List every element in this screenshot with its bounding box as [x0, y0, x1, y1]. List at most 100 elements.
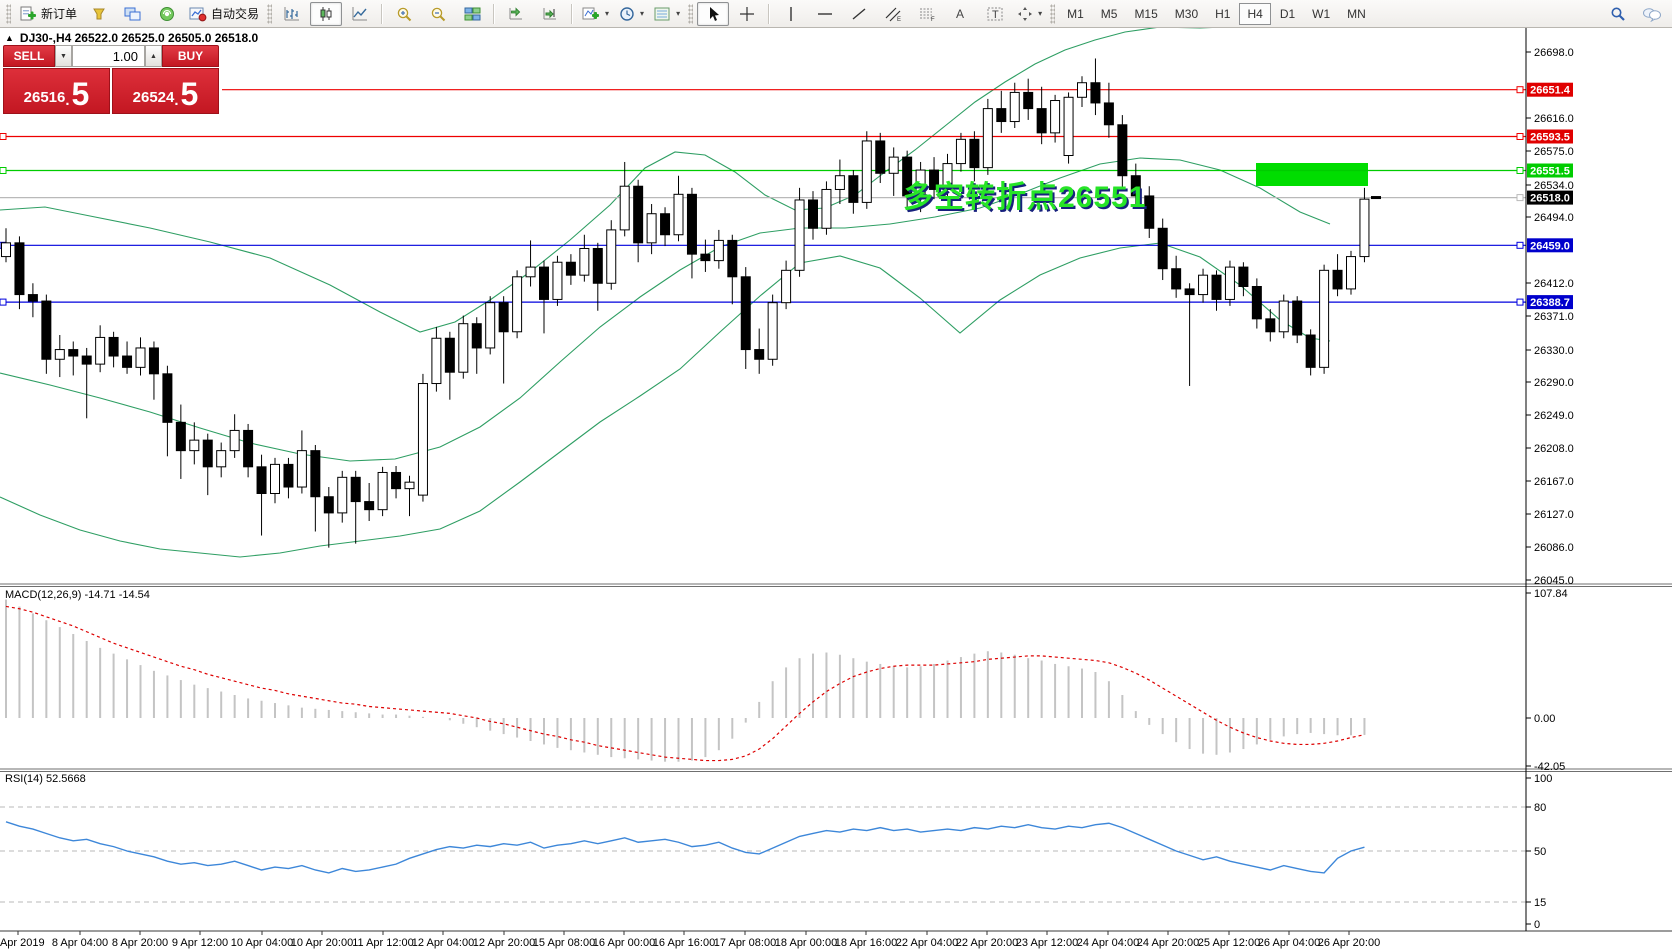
timeframe-button-mn[interactable]: MN	[1347, 6, 1366, 21]
auto-scroll-button[interactable]	[500, 2, 532, 26]
horizontal-line-button[interactable]	[809, 2, 841, 26]
arrows-button[interactable]: ▾	[1013, 2, 1046, 26]
trend-line-button[interactable]	[843, 2, 875, 26]
market-watch-button[interactable]	[117, 2, 149, 26]
green-highlight-box[interactable]	[1256, 163, 1368, 186]
history-center-button[interactable]	[83, 2, 115, 26]
candle	[982, 98, 993, 175]
price-level-badge-text: 26459.0	[1530, 240, 1570, 252]
sell-button[interactable]: SELL	[3, 45, 55, 67]
time-tick-label: 8 Apr 04:00	[52, 937, 108, 949]
text-label-icon: T	[987, 7, 1003, 21]
line-anchor-icon	[1516, 86, 1524, 94]
buy-price-frac: 5	[180, 76, 199, 112]
chat-button[interactable]	[1636, 2, 1668, 26]
crosshair-icon	[740, 6, 755, 21]
equidistant-channel-button[interactable]: E	[877, 2, 909, 26]
candlestick-chart-button[interactable]	[310, 1, 343, 26]
candle	[646, 204, 657, 255]
price-axis[interactable]: 26698.0 26616.0 26575.0 26534.0 26494.0 26412…	[1525, 28, 1574, 931]
candle	[539, 260, 549, 334]
line-anchor-icon	[1516, 167, 1524, 174]
bar-chart-button[interactable]	[276, 2, 308, 26]
price-tick-label: 26371.0	[1534, 311, 1574, 323]
cursor-icon	[710, 6, 720, 21]
connection-button[interactable]	[151, 2, 183, 26]
candle	[216, 442, 227, 478]
candle	[660, 207, 671, 247]
time-tick-label: 22 Apr 04:00	[896, 937, 958, 949]
add-indicator-button[interactable]: ▾	[578, 2, 613, 26]
time-tick-label: 17 Apr 08:00	[714, 937, 776, 949]
cursor-button[interactable]	[697, 1, 730, 26]
price-level-badge	[1527, 82, 1573, 97]
timeframe-button-h1[interactable]: H1	[1215, 6, 1231, 21]
macd-axis-label: 107.84	[1534, 588, 1568, 600]
timeframe-button-h4[interactable]: H4	[1239, 2, 1271, 25]
toolbar-grip[interactable]	[1050, 3, 1056, 24]
svg-text:E: E	[897, 17, 901, 22]
candle	[391, 466, 402, 499]
sell-price-button[interactable]: 26516 . 5	[3, 68, 110, 114]
timeframe-button-m30[interactable]: M30	[1174, 6, 1199, 21]
vertical-line-button[interactable]	[775, 2, 807, 26]
chart-annotation-text[interactable]: 多空转折点26551	[903, 181, 1147, 214]
candle	[767, 294, 778, 366]
volume-input[interactable]: 1.00	[72, 45, 145, 67]
svg-text:F: F	[931, 17, 935, 22]
timeframe-button-w1[interactable]: W1	[1312, 6, 1331, 21]
buy-button[interactable]: BUY	[162, 45, 219, 67]
candle	[1157, 218, 1168, 281]
toolbar-grip[interactable]	[6, 3, 11, 24]
time-tick-label: 18 Apr 00:00	[775, 937, 837, 949]
chart-shift-button[interactable]	[534, 2, 566, 26]
template-button[interactable]: ▾	[650, 2, 684, 26]
text-button[interactable]: A	[945, 2, 977, 26]
candle	[485, 296, 496, 355]
buy-price-main: 26524	[132, 89, 175, 106]
toolbar-grip[interactable]	[688, 3, 694, 24]
volume-increase-button[interactable]: ▲	[145, 45, 162, 67]
time-axis[interactable]: 5 Apr 2019 8 Apr 04:00 8 Apr 20:00 9 Apr 12…	[0, 931, 1380, 949]
macd-signal-line	[5, 605, 1365, 762]
line-chart-button[interactable]	[344, 2, 376, 26]
candles-layer	[1, 58, 1370, 548]
time-tick-label: 10 Apr 20:00	[291, 937, 353, 949]
timeframe-button-m1[interactable]: M1	[1067, 6, 1084, 21]
candle	[754, 328, 765, 374]
candle	[1144, 186, 1155, 238]
buy-price-button[interactable]: 26524 . 5	[112, 68, 219, 114]
auto-trading-button[interactable]: 自动交易	[185, 2, 263, 26]
candle	[955, 132, 966, 172]
fibonacci-button[interactable]: F	[911, 2, 943, 26]
text-label-button[interactable]: T	[979, 2, 1011, 26]
candle	[996, 90, 1007, 133]
crosshair-button[interactable]	[731, 2, 763, 26]
volume-decrease-button[interactable]: ▼	[55, 45, 72, 67]
timeframe-button-m15[interactable]: M15	[1134, 6, 1158, 21]
chart-shift-icon	[543, 7, 556, 19]
collapse-icon[interactable]: ▲	[5, 33, 14, 43]
tile-windows-button[interactable]	[456, 2, 488, 26]
period-button[interactable]: ▾	[615, 2, 648, 26]
price-level-badge	[1527, 295, 1573, 310]
toolbar-grip[interactable]	[267, 3, 273, 24]
tile-windows-icon	[464, 7, 481, 20]
zoom-in-button[interactable]	[388, 2, 420, 26]
timeframe-button-d1[interactable]: D1	[1279, 6, 1296, 21]
candle	[1292, 296, 1303, 344]
svg-text:A: A	[956, 7, 964, 21]
candle	[1050, 94, 1061, 143]
price-tick-label: 26575.0	[1534, 146, 1574, 158]
price-level-lines[interactable]	[0, 86, 1526, 306]
connection-icon	[160, 6, 175, 21]
candle	[592, 242, 603, 311]
new-order-button[interactable]: 新订单	[15, 2, 81, 26]
timeframe-button-m5[interactable]: M5	[1100, 6, 1118, 21]
search-button[interactable]	[1602, 2, 1634, 26]
zoom-out-button[interactable]	[422, 2, 454, 26]
buy-price-dot: .	[174, 92, 179, 109]
rsi-axis-label: 15	[1534, 897, 1546, 909]
